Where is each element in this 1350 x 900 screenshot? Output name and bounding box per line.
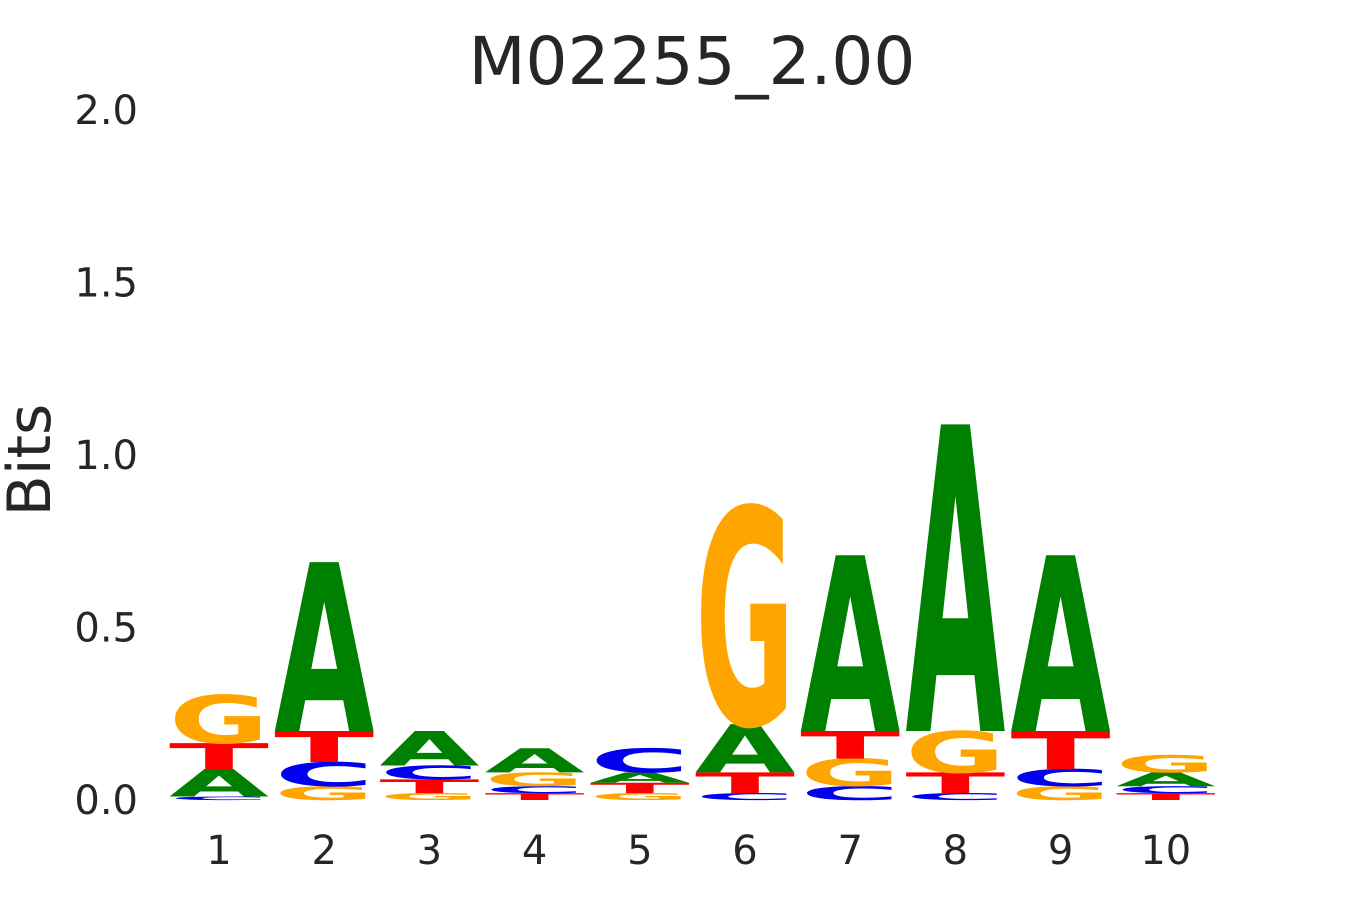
- logo-letter-a: A: [1116, 769, 1216, 791]
- x-tick-label: 9: [1048, 828, 1073, 874]
- x-tick-label: 4: [522, 828, 547, 874]
- logo-letter-c: C: [695, 791, 795, 802]
- x-tick-label: 6: [732, 828, 757, 874]
- chart-title: M02255_2.00: [469, 23, 916, 100]
- y-tick-label: 1.0: [74, 433, 138, 479]
- logo-letter-c: C: [169, 796, 269, 801]
- logo-letter-g: G: [169, 682, 269, 759]
- logo-letter-g: G: [800, 751, 900, 795]
- logo-letter-t: T: [169, 736, 269, 777]
- x-tick-label: 10: [1140, 828, 1191, 874]
- logo-letter-g: G: [274, 782, 374, 804]
- logo-letter-c: C: [1011, 764, 1111, 792]
- logo-letter-t: T: [1116, 791, 1216, 802]
- x-tick-label: 5: [627, 828, 652, 874]
- logo-letter-a: A: [905, 342, 1006, 831]
- y-tick-label: 2.0: [74, 88, 138, 134]
- y-axis-ticks: 0.0 0.5 1.0 1.5 2.0: [74, 88, 138, 824]
- logo-letter-t: T: [800, 724, 900, 768]
- logo-letter-t: T: [905, 767, 1005, 800]
- logo-letter-a: A: [379, 722, 479, 777]
- logo-letter-a: A: [590, 770, 690, 787]
- logo-letter-g: G: [379, 791, 479, 802]
- x-tick-label: 7: [837, 828, 862, 874]
- x-tick-label: 2: [311, 828, 336, 874]
- logo-letter-a: A: [800, 508, 900, 788]
- logo-letter-t: T: [695, 767, 795, 800]
- y-tick-label: 1.5: [74, 261, 138, 307]
- x-axis-ticks: 1 2 3 4 5 6 7 8 9 10: [206, 828, 1191, 874]
- logo-letter-g: G: [695, 448, 795, 795]
- logo-letter-t: T: [1011, 721, 1111, 782]
- logo-letter-g: G: [1116, 751, 1216, 778]
- x-tick-label: 3: [417, 828, 442, 874]
- y-tick-label: 0.0: [74, 778, 138, 824]
- logo-letter-t: T: [590, 780, 690, 797]
- logo-letter-a: A: [485, 742, 585, 781]
- logo-letter-c: C: [590, 742, 690, 780]
- logo-letter-a: A: [169, 762, 269, 806]
- logo-letter-a: A: [695, 712, 795, 789]
- logo-letter-g: G: [590, 791, 690, 802]
- logo-letter-g: G: [485, 769, 585, 791]
- x-tick-label: 1: [206, 828, 231, 874]
- y-axis-label: Bits: [0, 404, 65, 517]
- logo-letter-t: T: [485, 791, 585, 802]
- logo-letter-t: T: [274, 723, 375, 772]
- logo-letter-c: C: [485, 784, 585, 795]
- logo-letter-g: G: [1011, 782, 1111, 804]
- logo-letter-c: C: [274, 756, 374, 794]
- logo-letter-c: C: [1116, 784, 1216, 795]
- logo-letter-g: G: [905, 720, 1005, 786]
- x-tick-label: 8: [943, 828, 968, 874]
- logo-letter-t: T: [379, 776, 479, 798]
- logo-letter-c: C: [800, 783, 900, 805]
- logo-letter-a: A: [274, 517, 374, 786]
- y-tick-label: 0.5: [74, 606, 138, 652]
- logo-letter-c: C: [905, 791, 1005, 802]
- logo-letter-a: A: [1011, 508, 1111, 788]
- logo-letter-c: C: [379, 762, 479, 784]
